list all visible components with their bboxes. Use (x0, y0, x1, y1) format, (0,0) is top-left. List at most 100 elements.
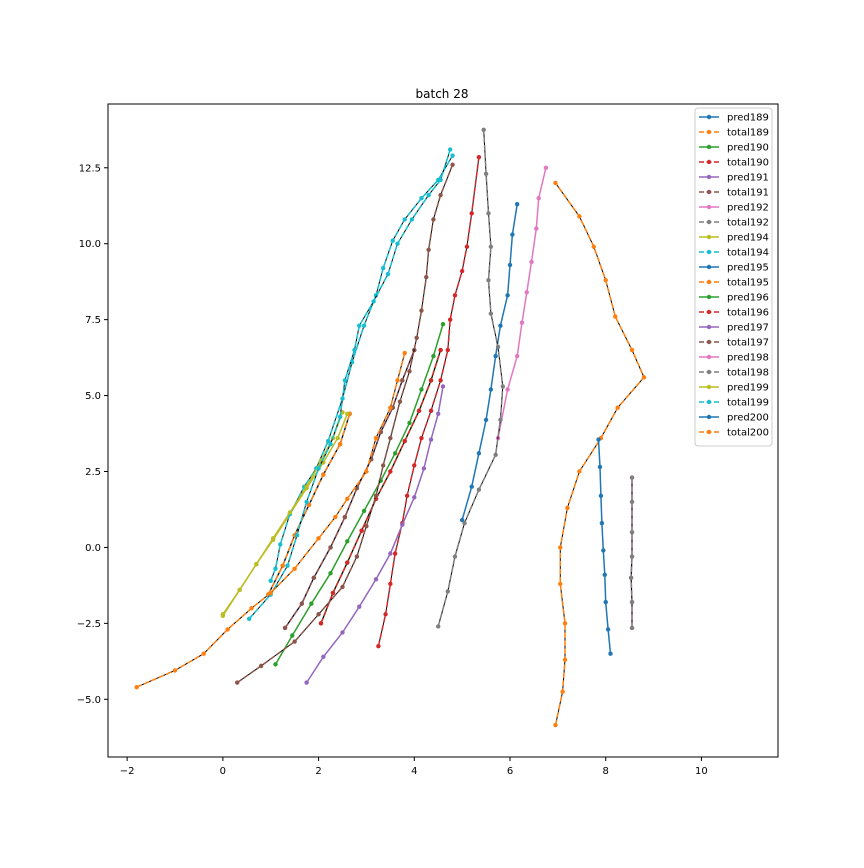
legend-marker (706, 324, 712, 330)
data-point (428, 408, 434, 413)
data-point (450, 162, 455, 167)
data-point (558, 545, 563, 550)
data-point (450, 153, 455, 158)
legend-label: pred192 (727, 203, 769, 214)
x-tick-label: 2 (315, 766, 321, 777)
data-point (524, 290, 529, 295)
data-point (402, 438, 407, 444)
y-tick-label: −2.5 (77, 619, 101, 630)
series-pred197 (304, 384, 446, 685)
data-point (376, 643, 381, 649)
legend-label: pred197 (727, 323, 769, 334)
data-point (428, 378, 434, 383)
data-point (235, 680, 240, 685)
data-point (599, 520, 605, 526)
data-point (424, 274, 429, 280)
legend-marker (706, 129, 712, 135)
data-point (373, 435, 379, 441)
data-point (359, 528, 364, 533)
legend-label: pred195 (727, 263, 769, 274)
data-point (352, 347, 357, 353)
data-point (383, 612, 388, 617)
data-point (628, 575, 634, 581)
data-point (629, 347, 635, 353)
series-total198 (436, 127, 506, 629)
data-point (316, 536, 321, 541)
series-line (136, 352, 406, 688)
data-point (292, 639, 297, 644)
data-point (282, 625, 288, 631)
data-point (380, 265, 386, 271)
data-point (342, 378, 348, 383)
data-point (400, 522, 405, 527)
data-point (357, 604, 362, 609)
data-point (249, 605, 254, 611)
data-point (519, 320, 525, 325)
series-total199 (246, 147, 453, 622)
data-point (426, 247, 431, 252)
legend-entry: total191 (699, 188, 769, 199)
data-point (529, 259, 534, 265)
data-point (464, 244, 470, 249)
data-point (459, 268, 465, 274)
legend-label: total192 (727, 218, 769, 229)
legend-label: total190 (727, 158, 769, 169)
legend-entry: pred192 (699, 203, 769, 214)
data-point (438, 177, 443, 183)
data-point (483, 417, 489, 423)
data-point (507, 262, 513, 268)
data-point (388, 435, 393, 441)
series-pred196 (273, 321, 446, 667)
legend-entry: pred191 (699, 173, 769, 184)
data-point (258, 663, 264, 669)
data-point (304, 680, 309, 685)
y-tick-label: 12.5 (79, 163, 101, 174)
legend-marker (706, 339, 712, 345)
series-pred200 (596, 437, 613, 656)
legend-label: pred194 (727, 233, 769, 244)
legend-entry: pred195 (699, 263, 769, 274)
legend-marker (706, 279, 712, 285)
data-point (328, 545, 333, 550)
data-point (447, 147, 453, 152)
data-point (565, 505, 570, 511)
data-point (558, 581, 563, 587)
data-point (337, 414, 343, 420)
series-line (320, 349, 442, 624)
data-point (385, 271, 391, 277)
data-point (404, 493, 410, 498)
legend-label: total195 (727, 278, 769, 289)
legend-entry: pred190 (699, 143, 769, 154)
legend-label: total194 (727, 248, 769, 259)
data-point (134, 684, 139, 690)
data-point (447, 317, 453, 322)
legend-label: total199 (727, 398, 769, 409)
series-pred195 (459, 202, 520, 523)
data-point (345, 539, 350, 544)
data-point (553, 180, 558, 186)
data-point (436, 411, 441, 416)
data-point (373, 493, 379, 498)
data-point (340, 630, 345, 635)
data-point (342, 514, 348, 520)
data-point (459, 517, 465, 523)
data-point (364, 523, 369, 529)
data-point (421, 466, 427, 471)
legend-marker (706, 399, 712, 405)
x-tick-label: 10 (695, 766, 708, 777)
data-point (287, 510, 293, 515)
data-point (304, 499, 309, 505)
data-point (400, 378, 405, 383)
data-point (452, 293, 458, 298)
y-tick-label: 2.5 (85, 467, 101, 478)
data-point (416, 408, 422, 413)
data-point (268, 578, 273, 584)
data-point (495, 344, 501, 350)
x-tick-label: −2 (120, 766, 135, 777)
legend-entry: pred198 (699, 353, 769, 364)
data-point (603, 277, 608, 283)
legend-entry: total198 (699, 368, 769, 379)
axes-frame (107, 103, 779, 758)
data-point (395, 241, 400, 246)
